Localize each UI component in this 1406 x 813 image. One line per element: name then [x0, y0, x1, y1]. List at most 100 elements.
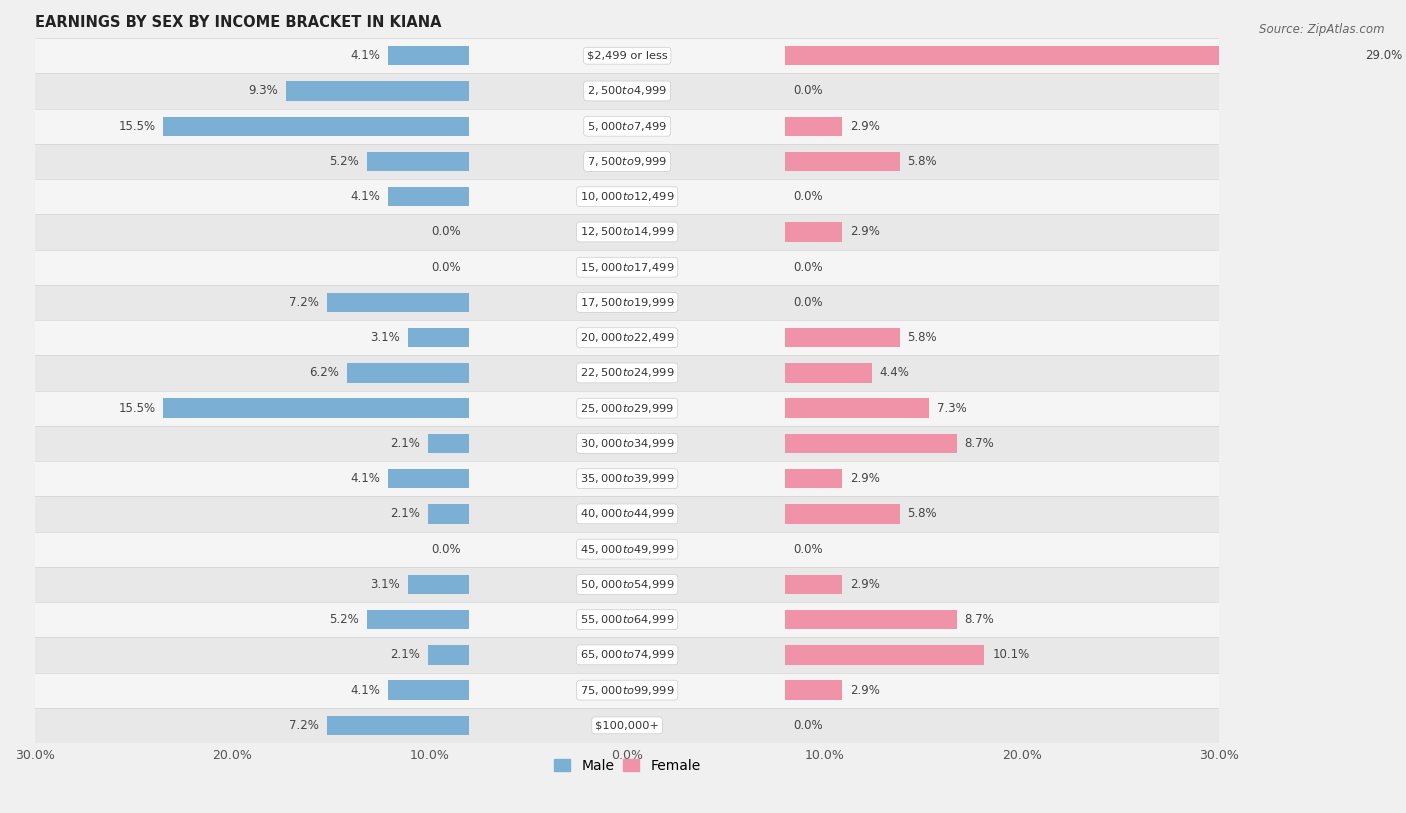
Bar: [785, 363, 872, 383]
Text: 0.0%: 0.0%: [793, 261, 823, 274]
Text: 2.1%: 2.1%: [389, 437, 420, 450]
Bar: [427, 504, 470, 524]
Bar: [35, 285, 1219, 320]
Text: 4.1%: 4.1%: [350, 472, 381, 485]
Text: 2.9%: 2.9%: [851, 225, 880, 238]
Text: 29.0%: 29.0%: [1365, 50, 1403, 63]
Text: $17,500 to $19,999: $17,500 to $19,999: [579, 296, 675, 309]
Text: 5.2%: 5.2%: [329, 613, 359, 626]
Text: 0.0%: 0.0%: [793, 85, 823, 98]
Bar: [785, 646, 984, 664]
Text: $40,000 to $44,999: $40,000 to $44,999: [579, 507, 675, 520]
Bar: [328, 293, 470, 312]
Bar: [285, 81, 470, 101]
Text: 15.5%: 15.5%: [118, 120, 155, 133]
Text: 4.1%: 4.1%: [350, 190, 381, 203]
Text: $65,000 to $74,999: $65,000 to $74,999: [579, 649, 675, 662]
Bar: [35, 320, 1219, 355]
Text: 5.8%: 5.8%: [907, 331, 936, 344]
Text: 8.7%: 8.7%: [965, 613, 994, 626]
Bar: [785, 116, 842, 136]
Bar: [367, 152, 470, 172]
Text: 5.8%: 5.8%: [907, 507, 936, 520]
Text: $2,500 to $4,999: $2,500 to $4,999: [588, 85, 668, 98]
Bar: [35, 38, 1219, 73]
Bar: [408, 575, 470, 594]
Text: 7.3%: 7.3%: [936, 402, 967, 415]
Text: $7,500 to $9,999: $7,500 to $9,999: [588, 155, 668, 168]
Text: 5.8%: 5.8%: [907, 155, 936, 168]
Bar: [163, 398, 470, 418]
Bar: [35, 144, 1219, 179]
Text: $10,000 to $12,499: $10,000 to $12,499: [579, 190, 675, 203]
Text: 2.9%: 2.9%: [851, 472, 880, 485]
Bar: [785, 433, 957, 453]
Bar: [35, 426, 1219, 461]
Bar: [35, 708, 1219, 743]
Bar: [427, 646, 470, 664]
Bar: [35, 250, 1219, 285]
Bar: [785, 152, 900, 172]
Text: $55,000 to $64,999: $55,000 to $64,999: [579, 613, 675, 626]
Bar: [388, 680, 470, 700]
Text: $35,000 to $39,999: $35,000 to $39,999: [579, 472, 675, 485]
Bar: [35, 355, 1219, 390]
Text: $2,499 or less: $2,499 or less: [586, 50, 668, 61]
Text: 2.1%: 2.1%: [389, 649, 420, 662]
Bar: [35, 496, 1219, 532]
Text: 10.1%: 10.1%: [993, 649, 1029, 662]
Bar: [785, 222, 842, 241]
Text: 2.9%: 2.9%: [851, 120, 880, 133]
Bar: [35, 532, 1219, 567]
Text: $20,000 to $22,499: $20,000 to $22,499: [579, 331, 675, 344]
Bar: [328, 715, 470, 735]
Bar: [785, 46, 1358, 65]
Text: 4.1%: 4.1%: [350, 684, 381, 697]
Bar: [785, 469, 842, 489]
Text: 6.2%: 6.2%: [309, 367, 339, 380]
Bar: [35, 215, 1219, 250]
Bar: [35, 179, 1219, 215]
Bar: [427, 433, 470, 453]
Bar: [35, 637, 1219, 672]
Text: $50,000 to $54,999: $50,000 to $54,999: [579, 578, 675, 591]
Bar: [785, 504, 900, 524]
Text: $5,000 to $7,499: $5,000 to $7,499: [588, 120, 668, 133]
Bar: [785, 610, 957, 629]
Bar: [35, 73, 1219, 109]
Text: $22,500 to $24,999: $22,500 to $24,999: [579, 367, 675, 380]
Bar: [785, 398, 929, 418]
Bar: [35, 109, 1219, 144]
Text: $75,000 to $99,999: $75,000 to $99,999: [579, 684, 675, 697]
Bar: [388, 46, 470, 65]
Text: 0.0%: 0.0%: [793, 542, 823, 555]
Bar: [785, 575, 842, 594]
Text: 15.5%: 15.5%: [118, 402, 155, 415]
Text: $15,000 to $17,499: $15,000 to $17,499: [579, 261, 675, 274]
Bar: [388, 469, 470, 489]
Text: 8.7%: 8.7%: [965, 437, 994, 450]
Bar: [35, 567, 1219, 602]
Bar: [35, 390, 1219, 426]
Bar: [35, 672, 1219, 708]
Bar: [388, 187, 470, 207]
Text: 9.3%: 9.3%: [247, 85, 278, 98]
Text: 3.1%: 3.1%: [370, 331, 401, 344]
Text: $45,000 to $49,999: $45,000 to $49,999: [579, 542, 675, 555]
Bar: [785, 680, 842, 700]
Text: 0.0%: 0.0%: [432, 261, 461, 274]
Bar: [347, 363, 470, 383]
Text: 7.2%: 7.2%: [290, 719, 319, 732]
Text: $100,000+: $100,000+: [595, 720, 659, 730]
Text: 2.1%: 2.1%: [389, 507, 420, 520]
Text: 5.2%: 5.2%: [329, 155, 359, 168]
Text: EARNINGS BY SEX BY INCOME BRACKET IN KIANA: EARNINGS BY SEX BY INCOME BRACKET IN KIA…: [35, 15, 441, 30]
Text: 3.1%: 3.1%: [370, 578, 401, 591]
Bar: [408, 328, 470, 347]
Legend: Male, Female: Male, Female: [548, 753, 706, 778]
Text: 4.4%: 4.4%: [880, 367, 910, 380]
Text: 2.9%: 2.9%: [851, 684, 880, 697]
Text: $30,000 to $34,999: $30,000 to $34,999: [579, 437, 675, 450]
Text: 0.0%: 0.0%: [793, 719, 823, 732]
Text: 7.2%: 7.2%: [290, 296, 319, 309]
